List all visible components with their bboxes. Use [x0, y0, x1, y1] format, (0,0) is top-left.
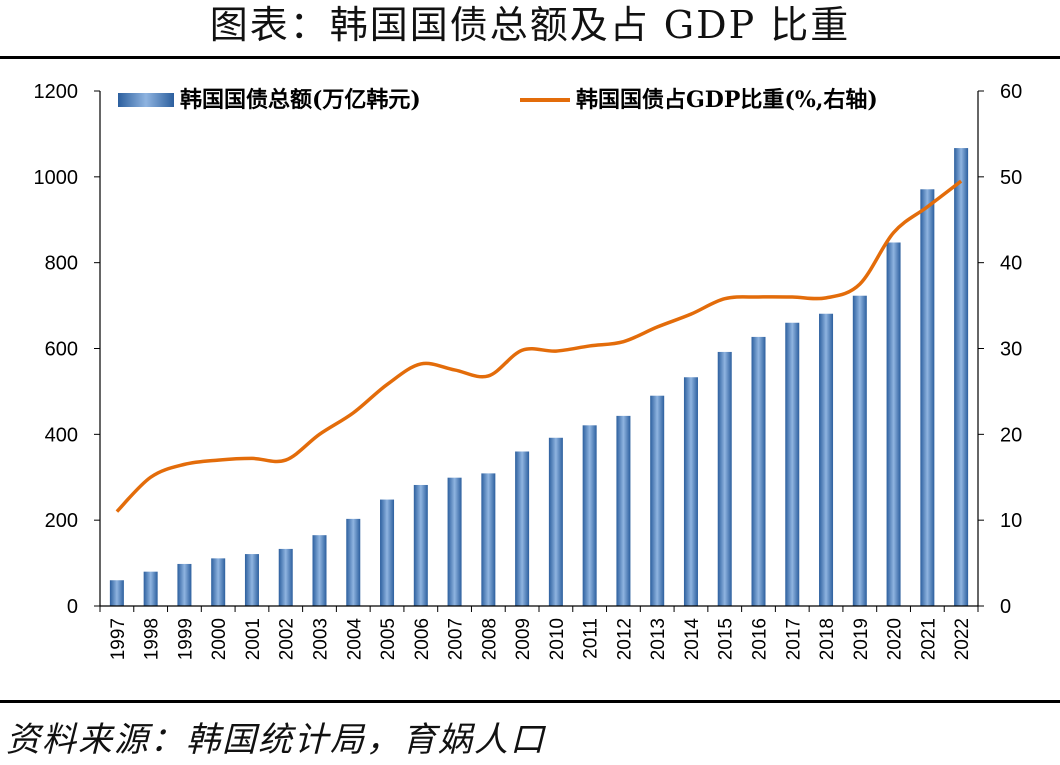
bar-2001: [244, 554, 259, 606]
legend-line-label: 韩国国债占GDP比重(%,右轴): [576, 87, 878, 113]
x-tick-label-1997: 1997: [108, 618, 129, 660]
x-tick-label-2022: 2022: [952, 618, 973, 660]
right-tick-label: 60: [1000, 81, 1022, 103]
x-tick-label-2019: 2019: [851, 618, 872, 660]
chart: 0 200 400 600 800 1000 1200 0 10 20 30 40 50 60 1997…: [34, 81, 1023, 661]
x-tick-label-1998: 1998: [142, 618, 163, 660]
x-tick-label-2013: 2013: [648, 618, 669, 660]
right-tick-label: 20: [1000, 424, 1022, 446]
left-tick-label: 200: [45, 510, 78, 532]
right-tick-label: 0: [1000, 596, 1011, 618]
bar-2021: [920, 189, 935, 606]
x-tick-label-2000: 2000: [209, 618, 230, 660]
bar-1997: [109, 580, 124, 606]
x-tick-label-2007: 2007: [446, 618, 467, 660]
left-tick-label: 800: [45, 253, 78, 275]
x-tick-label-2009: 2009: [513, 618, 534, 660]
bar-2014: [683, 377, 698, 606]
x-tick-label-2015: 2015: [716, 618, 737, 660]
bar-2022: [954, 148, 969, 606]
x-tick-label-2016: 2016: [750, 618, 771, 660]
legend-bar-label: 韩国国债总额(万亿韩元): [180, 87, 421, 113]
x-axis-ticks: 1997 1998 1999 2000 2001 2002 2003 2004 2005 2006…: [99, 606, 979, 661]
legend-bar-swatch: [118, 93, 174, 107]
bar-2006: [413, 484, 428, 606]
bar-2018: [819, 313, 834, 606]
x-tick-label-2012: 2012: [614, 618, 635, 660]
gdp-ratio-line: [115, 179, 963, 513]
x-tick-label-2005: 2005: [378, 618, 399, 660]
right-axis-ticks: 0 10 20 30 40 50 60: [978, 81, 1022, 618]
bar-2008: [481, 473, 496, 606]
chart-title: 图表：韩国国债总额及占 GDP 比重: [209, 3, 851, 47]
bar-2013: [650, 395, 665, 606]
bar-2017: [785, 322, 800, 606]
bar-series: [109, 148, 969, 606]
x-tick-label-2010: 2010: [547, 618, 568, 660]
x-tick-label-2011: 2011: [581, 618, 602, 659]
x-tick-label-2021: 2021: [918, 618, 939, 660]
bar-2012: [616, 415, 631, 606]
x-tick-label-2014: 2014: [682, 618, 703, 661]
x-tick-label-2008: 2008: [479, 618, 500, 660]
bar-2015: [717, 351, 732, 606]
bar-2003: [312, 535, 327, 606]
bar-1998: [143, 571, 158, 606]
x-tick-label-1999: 1999: [175, 618, 196, 660]
left-tick-label: 1200: [34, 81, 79, 103]
bar-1999: [177, 563, 192, 606]
bar-2004: [346, 518, 361, 606]
x-tick-label-2001: 2001: [243, 618, 264, 660]
left-tick-label: 600: [45, 339, 78, 361]
bar-2007: [447, 477, 462, 606]
x-tick-label-2002: 2002: [277, 618, 298, 660]
right-tick-label: 50: [1000, 167, 1022, 189]
bar-2002: [278, 548, 293, 606]
legend: 韩国国债总额(万亿韩元) 韩国国债占GDP比重(%,右轴): [118, 87, 878, 113]
footer-divider: [0, 700, 1060, 703]
right-tick-label: 30: [1000, 339, 1022, 361]
bar-2000: [211, 558, 226, 606]
x-tick-label-2004: 2004: [344, 618, 365, 661]
x-tick-label-2006: 2006: [412, 618, 433, 660]
x-tick-label-2020: 2020: [885, 618, 906, 660]
bar-2005: [380, 499, 395, 606]
left-tick-label: 0: [67, 596, 78, 618]
left-tick-label: 1000: [34, 167, 79, 189]
right-tick-label: 10: [1000, 510, 1022, 532]
x-tick-label-2018: 2018: [817, 618, 838, 660]
line-series: [115, 179, 963, 513]
source-note: 资料来源：韩国统计局，育娲人口: [6, 720, 546, 760]
bar-2016: [751, 336, 766, 606]
title-divider: [0, 56, 1060, 59]
bar-2020: [886, 242, 901, 606]
bar-2009: [515, 451, 530, 606]
left-tick-label: 400: [45, 424, 78, 446]
bar-2019: [852, 295, 867, 606]
right-tick-label: 40: [1000, 253, 1022, 275]
bar-2010: [548, 437, 563, 606]
x-tick-label-2017: 2017: [783, 618, 804, 660]
bar-2011: [582, 425, 597, 606]
axes: [99, 91, 979, 607]
x-tick-label-2003: 2003: [311, 618, 332, 660]
left-axis-ticks: 0 200 400 600 800 1000 1200: [34, 81, 100, 618]
